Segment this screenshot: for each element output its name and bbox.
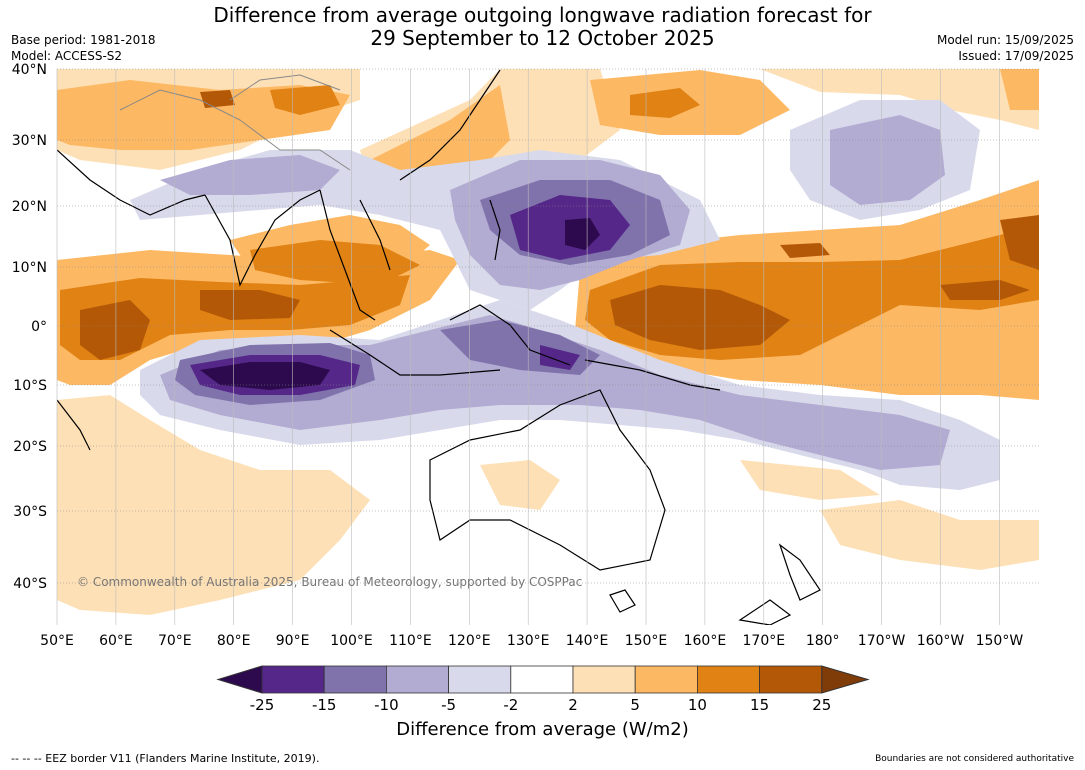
colorbar-box (323, 665, 387, 694)
anomaly-field (57, 69, 1039, 625)
colorbar-box (510, 665, 574, 694)
colorbar-box (385, 665, 449, 694)
lat-label: 20°N (12, 199, 47, 215)
lon-label: 90°E (276, 633, 310, 649)
colorbar-extend-high (821, 665, 870, 694)
lon-label: 80°E (217, 633, 251, 649)
colorbar-tick: 25 (812, 696, 831, 714)
map-title: Difference from average outgoing longwav… (0, 4, 1085, 50)
colorbar-box (261, 665, 325, 694)
boundaries-note: Boundaries are not considered authoritat… (875, 754, 1074, 764)
lon-label: 180° (806, 633, 840, 649)
colorbar-boxes (216, 665, 870, 694)
country-borders (119, 74, 351, 171)
lon-label: 150°E (625, 633, 668, 649)
lon-label: 150°W (976, 633, 1024, 649)
lon-label: 160°W (917, 633, 965, 649)
lat-label: 10°N (12, 260, 47, 276)
colorbar-extend-low (216, 665, 263, 694)
coastlines (57, 69, 821, 625)
lon-label: 140°E (566, 633, 609, 649)
lat-label: 30°S (13, 504, 47, 520)
colorbar-tick: 10 (688, 696, 707, 714)
colorbar-tick: -5 (441, 696, 456, 714)
meta-right: Model run: 15/09/2025 Issued: 17/09/2025 (937, 32, 1074, 64)
lon-label: 70°E (158, 633, 192, 649)
lon-label: 170°W (858, 633, 906, 649)
colorbar-tick: 2 (568, 696, 578, 714)
lon-label: 130°E (507, 633, 550, 649)
colorbar-tick: -25 (250, 696, 275, 714)
colorbar-label: Difference from average (W/m2) (396, 719, 689, 740)
colorbar-tick: -2 (503, 696, 518, 714)
lat-label: 20°S (13, 439, 47, 455)
colorbar-tick: 15 (750, 696, 769, 714)
colorbar-box (759, 665, 823, 694)
lon-label: 110°E (389, 633, 432, 649)
lon-label: 50°E (40, 633, 74, 649)
lon-label: 170°E (743, 633, 786, 649)
colorbar-box (634, 665, 698, 694)
copyright-notice: © Commonwealth of Australia 2025, Bureau… (77, 575, 582, 589)
lon-label: 100°E (330, 633, 373, 649)
title-line-1: Difference from average outgoing longwav… (213, 3, 872, 27)
colorbar-box (572, 665, 636, 694)
base-period: Base period: 1981-2018 (11, 33, 156, 47)
lon-label: 120°E (448, 633, 491, 649)
gridlines (56, 68, 1039, 625)
longitude-labels: 50°E 60°E 70°E 80°E 90°E 100°E 110°E 120°E 130°E… (40, 633, 1023, 649)
latitude-labels: 40°N 30°N 20°N 10°N 0° 10°S 20°S 30°S 40°S (12, 62, 47, 592)
lat-label: 40°N (12, 62, 47, 78)
model-run: Model run: 15/09/2025 (936, 33, 1074, 47)
lat-label: 40°S (13, 576, 47, 592)
colorbar-tick: -15 (312, 696, 337, 714)
lat-label: 30°N (12, 133, 47, 149)
title-line-2: 29 September to 12 October 2025 (370, 26, 715, 50)
colorbar-tick: -10 (374, 696, 399, 714)
colorbar-box (448, 665, 512, 694)
meta-left: Base period: 1981-2018 Model: ACCESS-S2 (11, 32, 156, 64)
eez-note: -- -- -- EEZ border V11 (Flanders Marine… (11, 752, 320, 765)
lon-label: 60°E (99, 633, 133, 649)
issued-date: Issued: 17/09/2025 (958, 49, 1074, 63)
colorbar-tick-labels: -25 -15 -10 -5 -2 2 5 10 15 25 (250, 696, 832, 714)
model-name: Model: ACCESS-S2 (11, 49, 123, 63)
lat-label: 10°S (13, 378, 47, 394)
colorbar-box (697, 665, 761, 694)
lat-label: 0° (31, 319, 47, 335)
colorbar-tick: 5 (630, 696, 640, 714)
lon-label: 160°E (684, 633, 727, 649)
